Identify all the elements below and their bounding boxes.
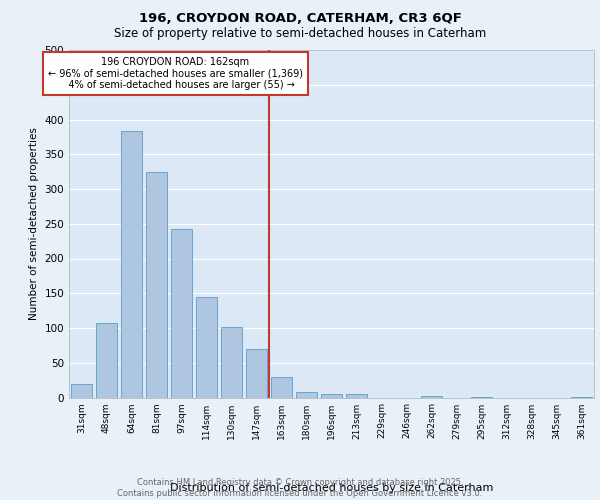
Bar xyxy=(146,172,167,398)
Bar xyxy=(121,132,142,398)
Bar xyxy=(171,230,192,398)
Bar xyxy=(321,394,342,398)
Bar xyxy=(246,349,267,398)
Y-axis label: Number of semi-detached properties: Number of semi-detached properties xyxy=(29,128,39,320)
Bar xyxy=(196,298,217,398)
Bar xyxy=(421,396,442,398)
Text: Contains HM Land Registry data © Crown copyright and database right 2025.
Contai: Contains HM Land Registry data © Crown c… xyxy=(118,478,482,498)
Bar xyxy=(96,323,117,398)
Bar xyxy=(71,384,92,398)
X-axis label: Distribution of semi-detached houses by size in Caterham: Distribution of semi-detached houses by … xyxy=(170,483,493,493)
Bar xyxy=(221,328,242,398)
Bar xyxy=(271,376,292,398)
Text: 196, CROYDON ROAD, CATERHAM, CR3 6QF: 196, CROYDON ROAD, CATERHAM, CR3 6QF xyxy=(139,12,461,26)
Bar xyxy=(346,394,367,398)
Bar xyxy=(571,397,592,398)
Bar xyxy=(471,397,492,398)
Bar xyxy=(296,392,317,398)
Text: Size of property relative to semi-detached houses in Caterham: Size of property relative to semi-detach… xyxy=(114,28,486,40)
Text: 196 CROYDON ROAD: 162sqm
← 96% of semi-detached houses are smaller (1,369)
    4: 196 CROYDON ROAD: 162sqm ← 96% of semi-d… xyxy=(48,57,303,90)
